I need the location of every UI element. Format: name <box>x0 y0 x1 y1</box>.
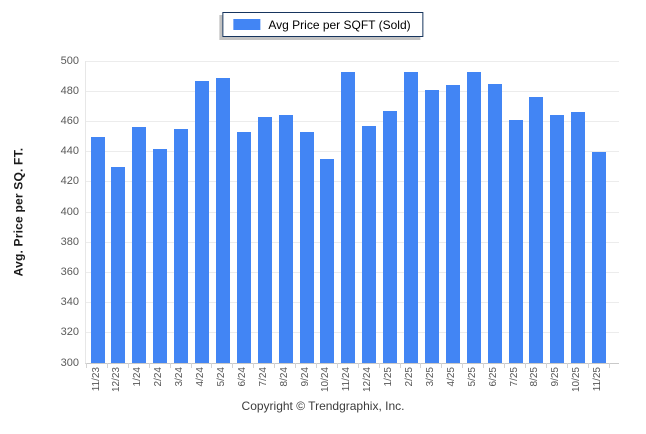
bar-9/25[interactable] <box>550 115 565 363</box>
axis-tick <box>566 363 568 368</box>
bar-6/25[interactable] <box>487 83 502 363</box>
axis-tick <box>357 363 359 368</box>
x-axis-tick-label: 12/24 <box>362 367 374 393</box>
x-axis-tick-label: 3/25 <box>424 367 436 387</box>
x-axis-tick-label: 2/25 <box>404 367 415 387</box>
legend-label: Avg Price per SQFT (Sold) <box>268 17 411 32</box>
axis-tick <box>378 363 380 368</box>
axis-tick <box>232 363 234 368</box>
x-axis-tick-label: 8/25 <box>529 367 541 387</box>
legend[interactable]: Avg Price per SQFT (Sold) <box>222 12 424 37</box>
x-axis-tick-label: 7/25 <box>508 367 520 387</box>
bar-10/25[interactable] <box>571 112 586 363</box>
x-axis-tick-label: 12/23 <box>111 367 123 393</box>
axis-tick <box>295 363 297 368</box>
y-axis-tick-label: 340 <box>60 296 79 309</box>
axis-tick <box>127 363 129 368</box>
bar-1/24[interactable] <box>132 127 147 363</box>
gridline <box>86 61 619 62</box>
axis-tick <box>399 363 401 368</box>
bar-2/25[interactable] <box>404 71 418 363</box>
bar-3/25[interactable] <box>424 89 439 363</box>
x-axis-tick-label: 1/25 <box>383 367 395 387</box>
bar-5/24[interactable] <box>215 77 230 363</box>
x-axis-tick-label: 11/25 <box>592 367 604 392</box>
x-axis-tick-label: 6/25 <box>487 367 499 387</box>
x-axis-tick-label: 1/24 <box>132 367 144 387</box>
x-axis-tick-label: 8/24 <box>278 367 290 387</box>
y-axis-tick-label: 380 <box>60 235 79 248</box>
bar-5/25[interactable] <box>466 71 481 363</box>
bar-4/25[interactable] <box>445 85 460 363</box>
copyright-text: Copyright © Trendgraphix, Inc. <box>241 399 405 413</box>
x-axis-tick-label: 11/23 <box>90 367 102 392</box>
axis-tick <box>420 363 422 368</box>
axis-tick <box>106 363 108 368</box>
x-axis-tick-label: 6/24 <box>236 367 248 387</box>
y-axis-tick-label: 300 <box>60 356 79 369</box>
x-axis-tick-label: 3/24 <box>174 367 186 387</box>
bar-7/25[interactable] <box>508 119 523 363</box>
x-axis-tick-label: 5/24 <box>215 367 227 387</box>
axis-tick <box>211 363 213 368</box>
y-axis-tick-label: 480 <box>60 84 79 97</box>
axis-tick <box>462 363 464 368</box>
bar-2/24[interactable] <box>153 148 168 363</box>
x-axis-tick-label: 7/24 <box>257 367 269 387</box>
axis-tick <box>504 363 506 368</box>
x-axis-tick-label: 5/25 <box>466 367 478 387</box>
bar-8/24[interactable] <box>278 115 293 363</box>
x-axis-tick-label: 4/25 <box>445 367 457 387</box>
y-axis-tick-label: 500 <box>60 54 79 67</box>
x-axis-tick-label: 9/25 <box>550 367 562 387</box>
y-axis-tick-label: 460 <box>60 114 79 127</box>
bar-11/25[interactable] <box>592 151 607 363</box>
x-axis-tick-label: 2/24 <box>153 367 165 387</box>
axis-tick <box>545 363 547 368</box>
axis-tick <box>190 363 192 368</box>
axis-tick <box>148 363 150 368</box>
bar-11/23[interactable] <box>90 136 105 363</box>
bar-6/24[interactable] <box>236 131 251 363</box>
legend-swatch-icon <box>233 19 261 30</box>
x-axis-tick-label: 10/24 <box>320 367 332 393</box>
axis-tick <box>274 363 276 368</box>
x-axis-tick-label: 9/24 <box>299 367 311 387</box>
y-axis-tick-label: 360 <box>60 265 79 278</box>
y-axis-tick-label: 400 <box>60 205 79 218</box>
bar-1/25[interactable] <box>383 110 398 363</box>
axis-tick <box>336 363 338 368</box>
axis-tick <box>169 363 171 368</box>
axis-tick <box>253 363 255 368</box>
bar-11/24[interactable] <box>341 71 356 363</box>
bar-4/24[interactable] <box>195 80 209 363</box>
bar-12/23[interactable] <box>111 166 126 363</box>
axis-tick <box>524 363 526 368</box>
y-axis-tick-label: 440 <box>60 145 79 158</box>
axis-tick <box>315 363 317 368</box>
axis-tick <box>441 363 443 368</box>
y-axis-tick-label: 320 <box>60 326 79 339</box>
axis-tick <box>483 363 485 368</box>
axis-tick <box>608 363 610 368</box>
axis-tick <box>587 363 589 368</box>
x-axis-tick-label: 11/24 <box>341 367 353 392</box>
x-axis-tick-label: 10/25 <box>571 367 583 393</box>
bar-10/24[interactable] <box>320 159 335 363</box>
bar-3/24[interactable] <box>174 128 189 363</box>
bar-12/24[interactable] <box>362 125 377 363</box>
bar-9/24[interactable] <box>299 131 314 363</box>
axis-tick <box>86 363 88 368</box>
y-axis-tick-label: 420 <box>60 175 79 188</box>
plot-area: 300 320 340 360 380 400 420 440 460 480 500 <box>61 55 619 368</box>
x-axis-tick-label: 4/24 <box>195 367 206 387</box>
bar-8/25[interactable] <box>529 97 544 363</box>
bar-7/24[interactable] <box>257 116 272 363</box>
